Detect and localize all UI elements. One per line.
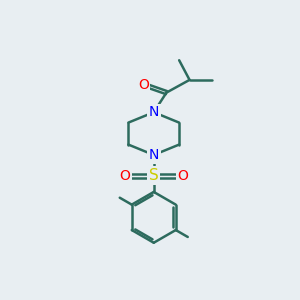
Text: N: N (148, 148, 159, 162)
Text: O: O (119, 169, 130, 183)
Text: O: O (177, 169, 188, 183)
Text: S: S (149, 168, 159, 183)
Text: N: N (148, 105, 159, 119)
Text: O: O (138, 77, 149, 92)
